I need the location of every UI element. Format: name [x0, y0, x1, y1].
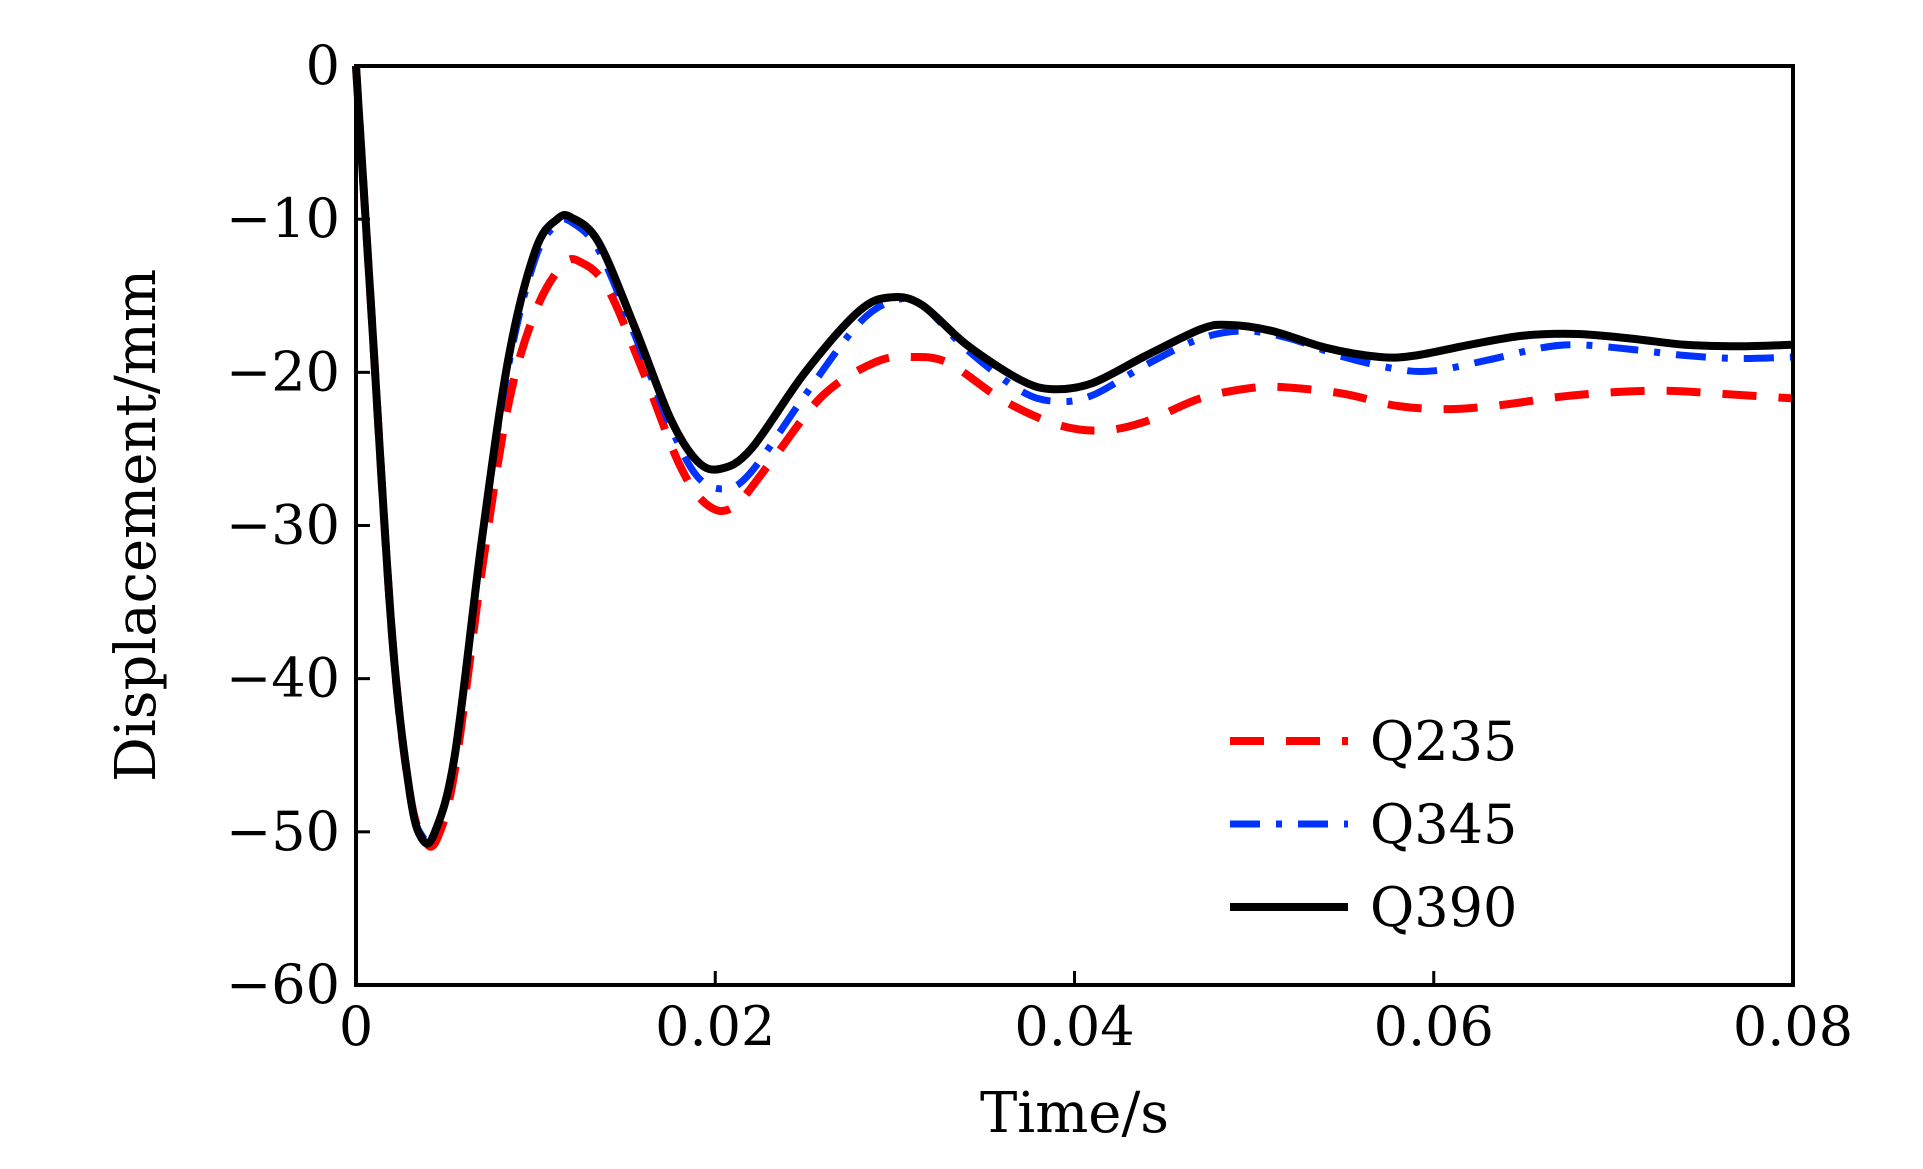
series-line-q345 [352, 65, 1794, 846]
x-axis-title: Time/s [980, 1081, 1169, 1146]
y-tick-label: −60 [226, 953, 340, 1016]
y-tick-label: −10 [226, 187, 340, 250]
legend-label-q235: Q235 [1370, 710, 1517, 773]
y-tick-label: −20 [226, 340, 340, 403]
x-tick-label: 0.04 [1014, 995, 1134, 1058]
y-tick-label: −30 [226, 494, 340, 557]
x-tick-label: 0.02 [655, 995, 775, 1058]
plot-frame [354, 64, 1795, 987]
legend: Q235 Q345 Q390 [1230, 710, 1517, 939]
y-tick-label: −40 [226, 647, 340, 710]
x-tick-label: 0.06 [1374, 995, 1494, 1058]
y-axis-title: Displacement/mm [104, 269, 169, 782]
y-tick-label: −50 [226, 800, 340, 863]
y-tick-label: 0 [306, 34, 340, 97]
x-tick-label: 0.08 [1733, 995, 1853, 1058]
legend-label-q345: Q345 [1370, 793, 1517, 856]
plot-lines [352, 65, 1794, 851]
x-axis: 0 0.02 0.04 0.06 0.08 [339, 971, 1853, 1058]
legend-label-q390: Q390 [1370, 876, 1517, 939]
y-axis: 0 −10 −20 −30 −40 −50 −60 [226, 34, 370, 1016]
series-line-q235 [352, 65, 1794, 851]
x-tick-label: 0 [339, 995, 373, 1058]
series-line-q390 [352, 65, 1794, 848]
